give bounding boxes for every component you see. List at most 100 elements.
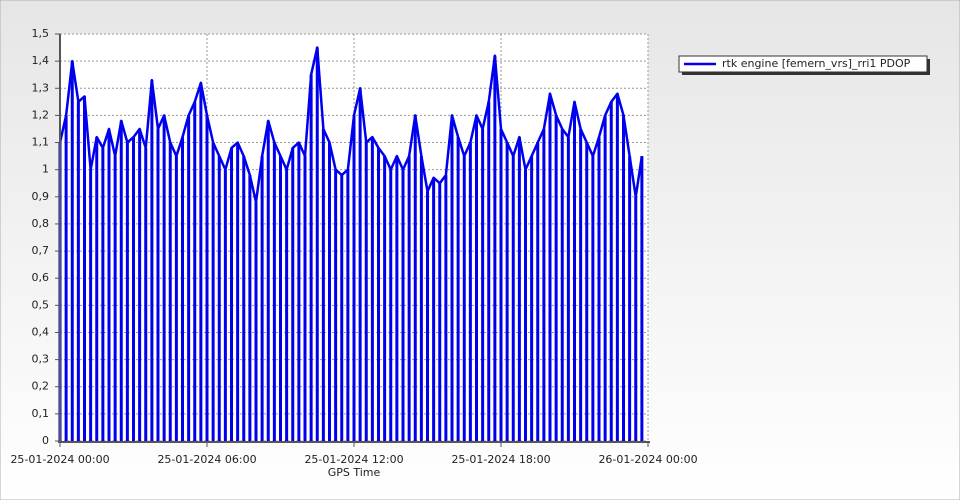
stem [352,115,356,442]
stem [383,156,387,441]
x-tick-label: 25-01-2024 00:00 [10,453,109,466]
stem [279,156,282,441]
y-tick-label: 0 [42,434,49,447]
x-tick-label: 25-01-2024 12:00 [304,453,403,466]
y-tick-label: 0,3 [32,353,50,366]
stem [542,128,546,441]
stem [505,142,509,442]
stem [419,156,423,441]
y-tick-label: 0,4 [32,325,50,338]
stem [113,156,117,441]
stem [132,137,135,441]
stem [591,156,595,441]
stem [187,115,191,442]
stem [603,115,607,442]
stem [64,115,68,442]
stem [107,128,111,441]
x-tick-label: 25-01-2024 18:00 [451,453,550,466]
legend-label: rtk engine [femern_vrs]_rri1 PDOP [722,57,911,70]
stem [70,61,74,442]
stem [76,101,80,441]
stem [358,88,362,442]
stem [462,156,466,441]
stem [174,156,178,441]
stem [254,202,258,441]
stem [144,147,148,441]
stem [205,115,209,442]
y-tick-label: 0,2 [32,380,50,393]
stem [530,156,534,441]
stem [272,142,276,442]
stem [291,147,295,441]
stem [432,177,436,441]
stem [230,147,233,441]
line [58,46,644,204]
stem [640,156,644,441]
stem [138,128,142,441]
stem [438,183,442,441]
y-tick-label: 0,7 [32,244,50,257]
x-axis-title: GPS Time [328,466,381,479]
stem [468,142,472,442]
stem [456,137,460,441]
stem [101,147,105,441]
stem [309,74,313,441]
stem [517,137,521,441]
stem [364,142,368,442]
stem [260,156,264,441]
stem [328,142,331,442]
stem [573,101,576,441]
stem [426,191,429,441]
y-tick-label: 1,4 [32,54,50,67]
y-tick-label: 1,1 [32,136,50,149]
stem [548,93,552,442]
x-tick-label: 26-01-2024 00:00 [598,453,697,466]
stem [450,115,454,442]
y-tick-label: 1,5 [32,27,50,40]
stem [585,142,589,442]
stem [242,156,246,441]
stem [150,80,154,442]
legend: rtk engine [femern_vrs]_rri1 PDOP [678,55,930,75]
stem [346,169,350,441]
stem [285,169,289,441]
stem [370,137,374,441]
stem [377,147,380,441]
stem [444,175,448,442]
stem [193,101,197,441]
y-tick-label: 0,5 [32,298,50,311]
stem [334,169,338,441]
stem [622,115,625,442]
stem [487,101,491,441]
stem [321,128,325,441]
stem [89,169,93,441]
stem [413,115,417,442]
stem [95,137,99,441]
marks [58,46,644,442]
stem [395,156,399,441]
y-tick-label: 1 [42,163,49,176]
stem [162,115,166,442]
stem [524,169,527,441]
y-tick-label: 1,2 [32,108,50,121]
stem [303,156,307,441]
stem [597,137,601,441]
stem [181,137,184,441]
stem [481,128,485,441]
stem [223,169,227,441]
stem [615,93,619,442]
y-tick-label: 0,1 [32,407,50,420]
stem [628,156,632,441]
stem [297,142,301,442]
stem [389,169,393,441]
stem [609,101,613,441]
stem [511,156,515,441]
stem [156,128,160,441]
y-tick-label: 0,6 [32,271,50,284]
stem [199,82,203,441]
y-tick-label: 0,8 [32,217,50,230]
stem [168,142,172,442]
stem [634,196,638,441]
stem [554,115,558,442]
